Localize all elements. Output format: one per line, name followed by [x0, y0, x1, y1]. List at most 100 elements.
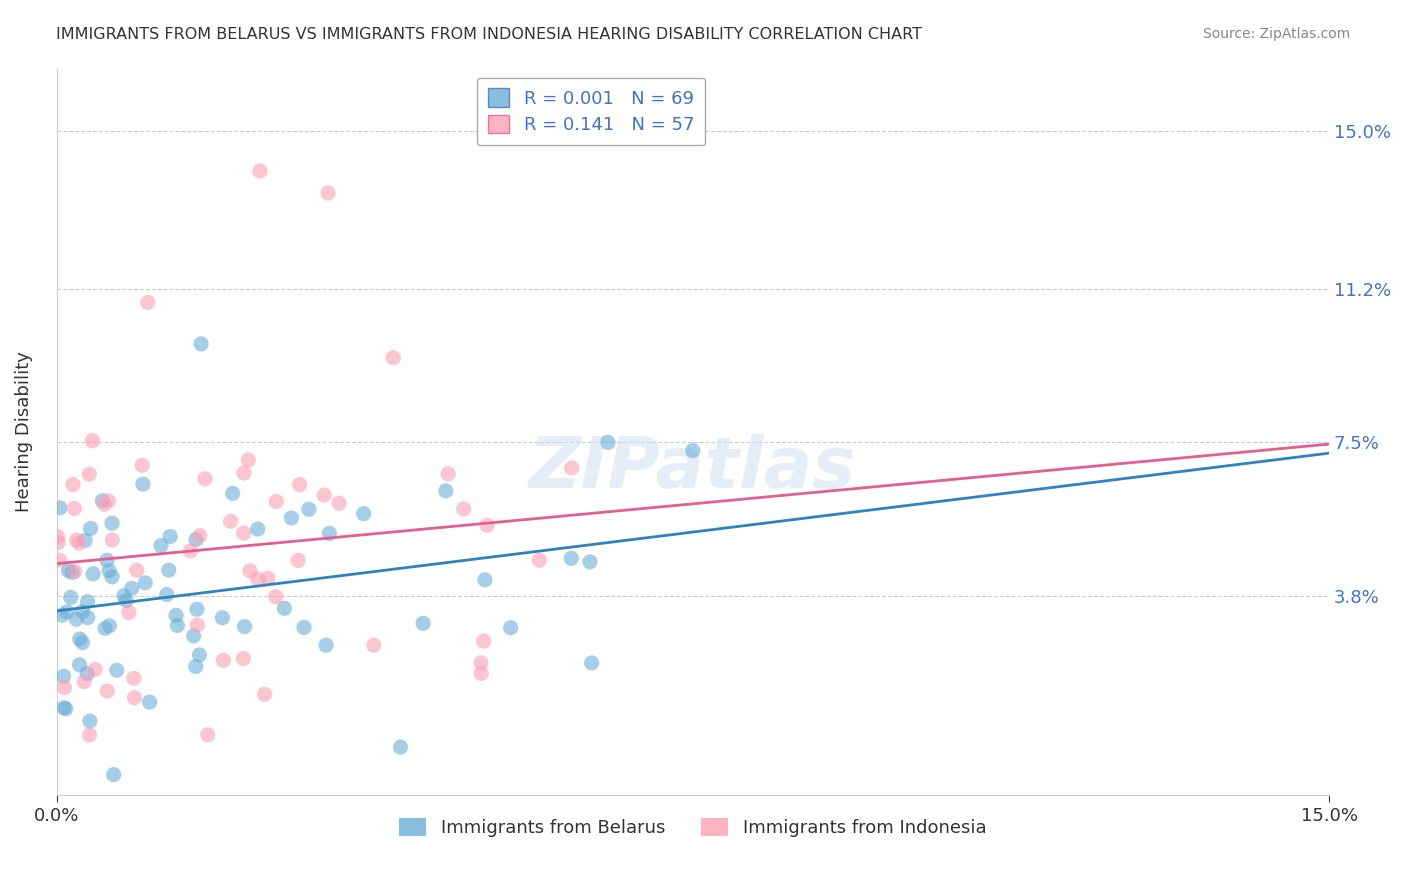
Point	[579, 555, 602, 569]
Point	[134, 575, 156, 590]
Point	[122, 671, 145, 685]
Legend: Immigrants from Belarus, Immigrants from Indonesia: Immigrants from Belarus, Immigrants from…	[392, 811, 994, 845]
Point	[96, 553, 118, 567]
Point	[561, 461, 583, 475]
Point	[82, 566, 104, 581]
Point	[101, 570, 124, 584]
Point	[253, 687, 276, 701]
Point	[188, 648, 211, 662]
Point	[529, 553, 551, 567]
Point	[212, 653, 235, 667]
Point	[239, 564, 262, 578]
Point	[138, 695, 160, 709]
Point	[560, 551, 582, 566]
Point	[389, 740, 412, 755]
Point	[256, 571, 278, 585]
Point	[84, 663, 107, 677]
Point	[67, 536, 90, 550]
Point	[48, 553, 70, 567]
Point	[62, 477, 84, 491]
Point	[58, 564, 80, 578]
Point	[76, 610, 98, 624]
Point	[156, 588, 179, 602]
Point	[49, 500, 72, 515]
Point	[682, 443, 704, 458]
Point	[51, 608, 73, 623]
Point	[46, 530, 69, 544]
Point	[159, 529, 181, 543]
Point	[316, 186, 339, 201]
Point	[63, 501, 86, 516]
Point	[298, 502, 321, 516]
Point	[69, 657, 91, 672]
Point	[124, 690, 146, 705]
Point	[60, 566, 83, 580]
Point	[76, 666, 98, 681]
Point	[69, 632, 91, 646]
Point	[581, 656, 603, 670]
Point	[63, 565, 86, 579]
Point	[288, 477, 311, 491]
Point	[98, 619, 121, 633]
Point	[105, 663, 128, 677]
Point	[121, 582, 143, 596]
Point	[52, 700, 75, 714]
Point	[233, 619, 256, 633]
Point	[98, 564, 121, 578]
Point	[72, 635, 94, 649]
Point	[136, 295, 159, 310]
Text: ZIPatlas: ZIPatlas	[529, 434, 856, 503]
Point	[96, 684, 118, 698]
Point	[197, 728, 219, 742]
Point	[115, 593, 138, 607]
Point	[315, 638, 337, 652]
Point	[76, 595, 98, 609]
Point	[53, 681, 76, 695]
Point	[437, 467, 460, 481]
Point	[233, 466, 256, 480]
Point	[125, 563, 148, 577]
Point	[56, 605, 79, 619]
Point	[55, 702, 77, 716]
Point	[79, 521, 101, 535]
Point	[188, 528, 211, 542]
Point	[59, 591, 82, 605]
Point	[219, 514, 242, 528]
Point	[149, 539, 172, 553]
Point	[75, 533, 97, 548]
Point	[194, 472, 217, 486]
Point	[292, 620, 315, 634]
Point	[112, 589, 135, 603]
Point	[273, 601, 295, 615]
Point	[328, 496, 350, 510]
Point	[131, 458, 153, 473]
Point	[314, 488, 336, 502]
Point	[82, 434, 104, 448]
Point	[221, 486, 243, 500]
Point	[266, 494, 288, 508]
Point	[232, 526, 254, 541]
Point	[249, 164, 271, 178]
Text: IMMIGRANTS FROM BELARUS VS IMMIGRANTS FROM INDONESIA HEARING DISABILITY CORRELAT: IMMIGRANTS FROM BELARUS VS IMMIGRANTS FR…	[56, 27, 922, 42]
Point	[287, 553, 309, 567]
Point	[79, 728, 101, 742]
Point	[72, 605, 94, 619]
Point	[103, 767, 125, 781]
Point	[186, 602, 208, 616]
Point	[91, 493, 114, 508]
Point	[363, 638, 385, 652]
Point	[246, 572, 269, 586]
Point	[472, 634, 495, 648]
Point	[180, 544, 202, 558]
Y-axis label: Hearing Disability: Hearing Disability	[15, 351, 32, 512]
Point	[183, 629, 205, 643]
Point	[470, 656, 492, 670]
Point	[184, 659, 207, 673]
Point	[382, 351, 405, 365]
Point	[46, 535, 69, 549]
Point	[118, 606, 141, 620]
Point	[166, 618, 188, 632]
Point	[93, 497, 115, 511]
Point	[499, 621, 522, 635]
Point	[318, 526, 340, 541]
